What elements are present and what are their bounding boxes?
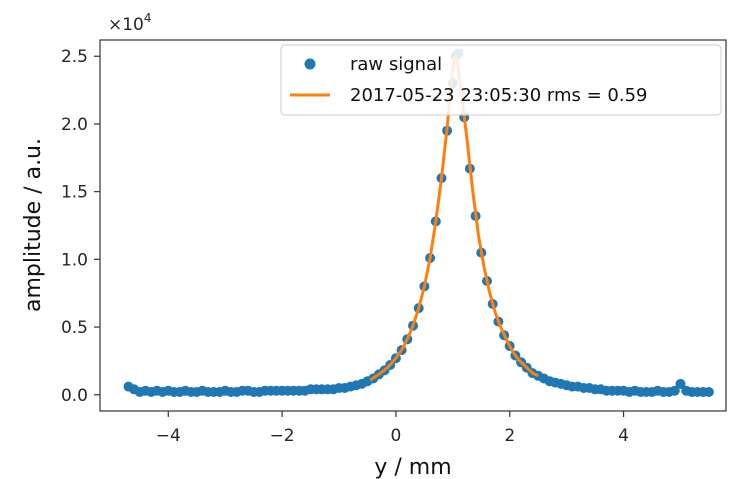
y-tick-label: 1.0 [61, 250, 88, 270]
y-tick-label: 1.5 [61, 183, 88, 203]
y-axis-label: amplitude / a.u. [21, 138, 46, 312]
y-tick-label: 2.5 [61, 47, 88, 67]
legend: raw signal 2017-05-23 23:05:30 rms = 0.5… [281, 45, 721, 115]
x-tick-label: 0 [391, 426, 402, 446]
legend-marker-raw-signal [305, 59, 316, 70]
y-axis-ticks: 0.0 0.5 1.0 1.5 2.0 2.5 [61, 47, 100, 406]
x-tick-label: 2 [504, 426, 515, 446]
legend-label-raw-signal: raw signal [350, 54, 442, 75]
x-tick-label: −2 [270, 426, 295, 446]
x-axis-ticks: −4 −2 0 2 4 [156, 411, 629, 446]
legend-label-fit: 2017-05-23 23:05:30 rms = 0.59 [350, 85, 648, 106]
x-axis-label: y / mm [374, 455, 451, 479]
y-tick-label: 0.5 [61, 318, 88, 338]
y-tick-label: 2.0 [61, 115, 88, 135]
x-tick-label: −4 [156, 426, 181, 446]
y-tick-label: 0.0 [61, 386, 88, 406]
data-point [704, 387, 714, 397]
x-tick-label: 4 [618, 426, 629, 446]
y-axis-multiplier: ×104 [108, 11, 152, 35]
